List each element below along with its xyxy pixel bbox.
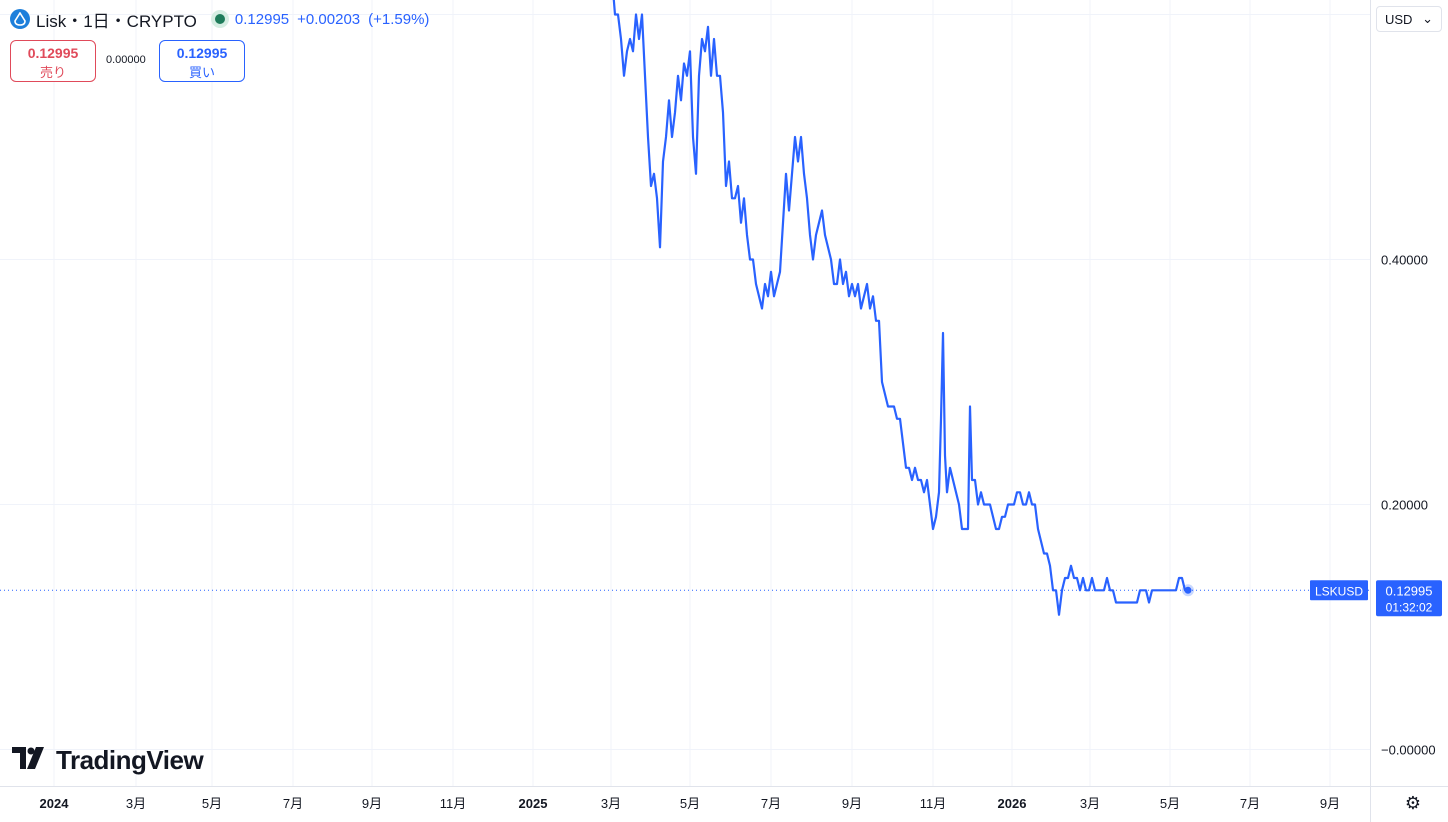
x-tick-label: 11月 (920, 796, 947, 811)
buy-label: 買い (188, 65, 215, 80)
market-status-icon (214, 14, 225, 24)
x-tick-label: 9月 (842, 796, 862, 811)
symbol-title[interactable]: Lisk・1日・CRYPTO (36, 11, 197, 31)
x-tick-label: 9月 (1320, 796, 1340, 811)
x-tick-label: 5月 (680, 796, 700, 811)
tradingview-logo[interactable]: TradingView (12, 744, 204, 776)
x-tick-label: 2024 (40, 796, 70, 811)
x-tick-label: 7月 (1240, 796, 1260, 811)
buy-button[interactable]: 0.12995 買い (159, 40, 245, 82)
settings-gear-icon[interactable]: ⚙ (1404, 792, 1422, 813)
last-price-dot (1184, 586, 1192, 594)
y-tick-label: 0.40000 (1381, 253, 1428, 268)
price-axis-tag-value: 0.12995 (1386, 583, 1433, 598)
sell-button[interactable]: 0.12995 売り (10, 40, 96, 82)
currency-select[interactable]: USD ⌄ (1376, 6, 1442, 32)
header-change: +0.00203 (297, 10, 361, 28)
symbol-tag-label: LSKUSD (1315, 584, 1363, 598)
currency-value: USD (1385, 11, 1413, 27)
price-axis-tag-countdown: 01:32:02 (1386, 600, 1433, 614)
x-tick-label: 9月 (362, 796, 382, 811)
x-tick-label: 3月 (1080, 796, 1100, 811)
price-series-line[interactable] (0, 0, 1188, 616)
tradingview-mark-icon (12, 744, 48, 776)
tradingview-wordmark: TradingView (56, 744, 204, 775)
x-tick-label: 5月 (202, 796, 222, 811)
y-tick-label: 0.20000 (1381, 498, 1428, 513)
buy-price: 0.12995 (176, 45, 228, 61)
sell-label: 売り (39, 65, 66, 80)
symbol-header: Lisk・1日・CRYPTO 0.12995 +0.00203 (+1.59%) (10, 8, 437, 31)
x-tick-label: 7月 (761, 796, 781, 811)
header-change-pct: (+1.59%) (368, 10, 430, 28)
spread-value: 0.00000 (106, 54, 146, 66)
sell-price: 0.12995 (27, 45, 79, 61)
lisk-logo-icon (10, 9, 30, 29)
x-tick-label: 11月 (440, 796, 467, 811)
chevron-down-icon: ⌄ (1422, 11, 1433, 26)
header-price: 0.12995 (234, 10, 290, 28)
x-tick-label: 7月 (283, 796, 303, 811)
x-tick-label: 5月 (1160, 796, 1180, 811)
x-tick-label: 3月 (126, 796, 146, 811)
price-axis-tag (1376, 580, 1442, 617)
y-tick-label: −0.00000 (1381, 743, 1436, 758)
symbol-tag (1310, 580, 1368, 601)
x-tick-label: 2025 (519, 796, 548, 811)
x-tick-label: 2026 (998, 796, 1027, 811)
x-tick-label: 3月 (601, 796, 621, 811)
